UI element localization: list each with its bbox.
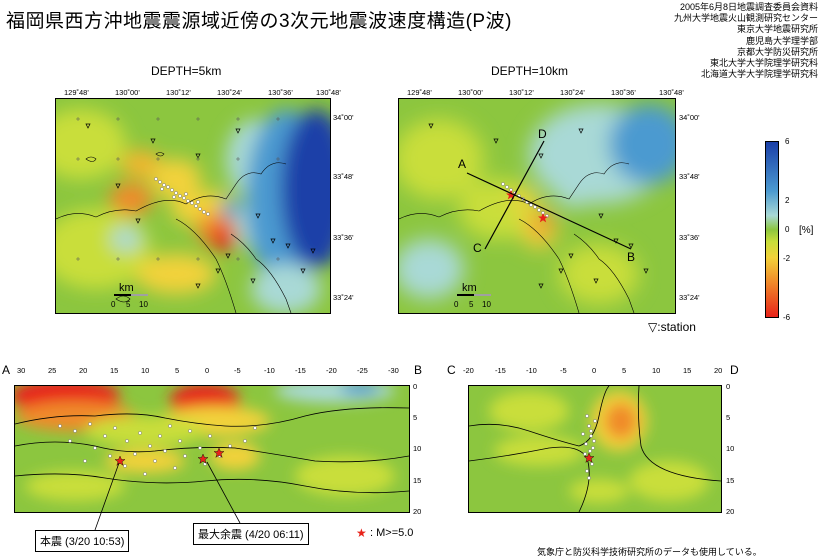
y-tick: 10 <box>413 444 422 453</box>
credit-line: 九州大学地震火山観測研究センター <box>673 13 818 24</box>
x-tick: 0 <box>592 366 597 375</box>
x-tick: -5 <box>234 366 241 375</box>
x-tick: 30 <box>17 366 26 375</box>
credit-line: 東京大学地震研究所 <box>736 24 818 35</box>
scale-unit-left: km <box>119 282 134 294</box>
section-cd-right-label: D <box>730 363 739 377</box>
colorbar-unit: [%] <box>799 225 814 236</box>
y-tick: 15 <box>726 476 735 485</box>
x-tick: 15 <box>683 366 692 375</box>
lat-tick: 34˚00' <box>333 113 354 122</box>
colorbar-tick: 2 <box>785 196 790 205</box>
mainshock-callout: 本震 (3/20 10:53) <box>35 530 130 552</box>
credits-block: 2005年6月8日地震調査委員会資料 九州大学地震火山観測研究センター 東京大学… <box>674 2 818 80</box>
lat-tick: 34˚00' <box>679 113 700 122</box>
y-tick: 0 <box>413 382 418 391</box>
credit-line: 2005年6月8日地震調査委員会資料 <box>679 2 818 12</box>
lat-tick: 33˚24' <box>679 293 700 302</box>
x-tick: 10 <box>141 366 150 375</box>
lat-tick: 33˚48' <box>679 172 700 181</box>
scale-tick: 10 <box>139 300 148 309</box>
credit-line: 東北大学大学院理学研究科 <box>709 58 818 69</box>
station-legend: ▽:station <box>648 320 696 334</box>
x-tick: -25 <box>357 366 368 375</box>
x-tick: 10 <box>652 366 661 375</box>
colorbar-tick: -6 <box>783 313 791 322</box>
scale-tick: 0 <box>454 300 459 309</box>
y-tick: 5 <box>726 413 731 422</box>
velocity-map-10km <box>398 98 676 314</box>
x-tick: -30 <box>388 366 399 375</box>
aftershock-callout: 最大余震 (4/20 06:11) <box>193 523 309 545</box>
lon-tick: 130˚48' <box>316 88 341 97</box>
footer-note: 気象庁と防災科学技術研究所のデータも使用している。 <box>537 547 762 557</box>
colorbar-tick: 6 <box>785 137 790 146</box>
lon-tick: 129˚48' <box>64 88 89 97</box>
profile-label-a: A <box>458 157 467 171</box>
y-tick: 0 <box>726 382 731 391</box>
x-tick: -10 <box>526 366 537 375</box>
star-icon: ★ <box>356 526 367 540</box>
velocity-map-5km <box>55 98 331 314</box>
credit-line: 京都大学防災研究所 <box>736 46 818 57</box>
cross-section-cd <box>468 385 722 513</box>
x-tick: 5 <box>175 366 180 375</box>
x-tick: -10 <box>264 366 275 375</box>
lon-tick: 130˚24' <box>560 88 585 97</box>
lon-tick: 129˚48' <box>407 88 432 97</box>
lat-tick: 33˚24' <box>333 293 354 302</box>
scale-tick: 5 <box>469 300 474 309</box>
lon-tick: 130˚00' <box>458 88 483 97</box>
x-tick: -20 <box>463 366 474 375</box>
colorbar-tick: 0 <box>785 225 790 234</box>
credit-line: 鹿児島大学理学部 <box>745 35 818 46</box>
x-tick: 0 <box>205 366 210 375</box>
y-tick: 20 <box>726 507 735 516</box>
lon-tick: 130˚48' <box>659 88 684 97</box>
y-tick: 15 <box>413 476 422 485</box>
lon-tick: 130˚36' <box>611 88 636 97</box>
x-tick: 20 <box>79 366 88 375</box>
cross-section-ab <box>14 385 410 513</box>
lat-tick: 33˚48' <box>333 172 354 181</box>
lon-tick: 130˚24' <box>217 88 242 97</box>
page-title: 福岡県西方沖地震震源域近傍の3次元地震波速度構造(P波) <box>6 11 512 32</box>
lon-tick: 130˚00' <box>115 88 140 97</box>
y-tick: 10 <box>726 444 735 453</box>
y-tick: 5 <box>413 413 418 422</box>
credit-line: 北海道大学大学院理学研究科 <box>700 69 818 80</box>
lat-tick: 33˚36' <box>679 233 700 242</box>
scale-unit-right: km <box>462 282 477 294</box>
x-tick: 20 <box>714 366 723 375</box>
lon-tick: 130˚36' <box>268 88 293 97</box>
scale-tick: 0 <box>111 300 116 309</box>
section-ab-right-label: B <box>414 363 423 377</box>
magnitude-legend: : M>=5.0 <box>370 527 414 539</box>
x-tick: 25 <box>48 366 57 375</box>
x-tick: 5 <box>622 366 627 375</box>
x-tick: -5 <box>560 366 567 375</box>
scale-tick: 10 <box>482 300 491 309</box>
lon-tick: 130˚12' <box>166 88 191 97</box>
x-tick: 15 <box>110 366 119 375</box>
section-cd-left-label: C <box>447 363 456 377</box>
profile-label-c: C <box>473 241 482 255</box>
x-tick: -15 <box>495 366 506 375</box>
lon-tick: 130˚12' <box>509 88 534 97</box>
y-tick: 20 <box>413 507 422 516</box>
scale-tick: 5 <box>126 300 131 309</box>
profile-label-d: D <box>538 127 547 141</box>
map-right-title: DEPTH=10km <box>491 64 569 78</box>
x-tick: -15 <box>295 366 306 375</box>
lat-tick: 33˚36' <box>333 233 354 242</box>
x-tick: -20 <box>326 366 337 375</box>
colorbar <box>765 141 779 318</box>
colorbar-tick: -2 <box>783 254 791 263</box>
map-left-title: DEPTH=5km <box>151 64 222 78</box>
section-ab-left-label: A <box>2 363 11 377</box>
profile-label-b: B <box>627 250 636 264</box>
